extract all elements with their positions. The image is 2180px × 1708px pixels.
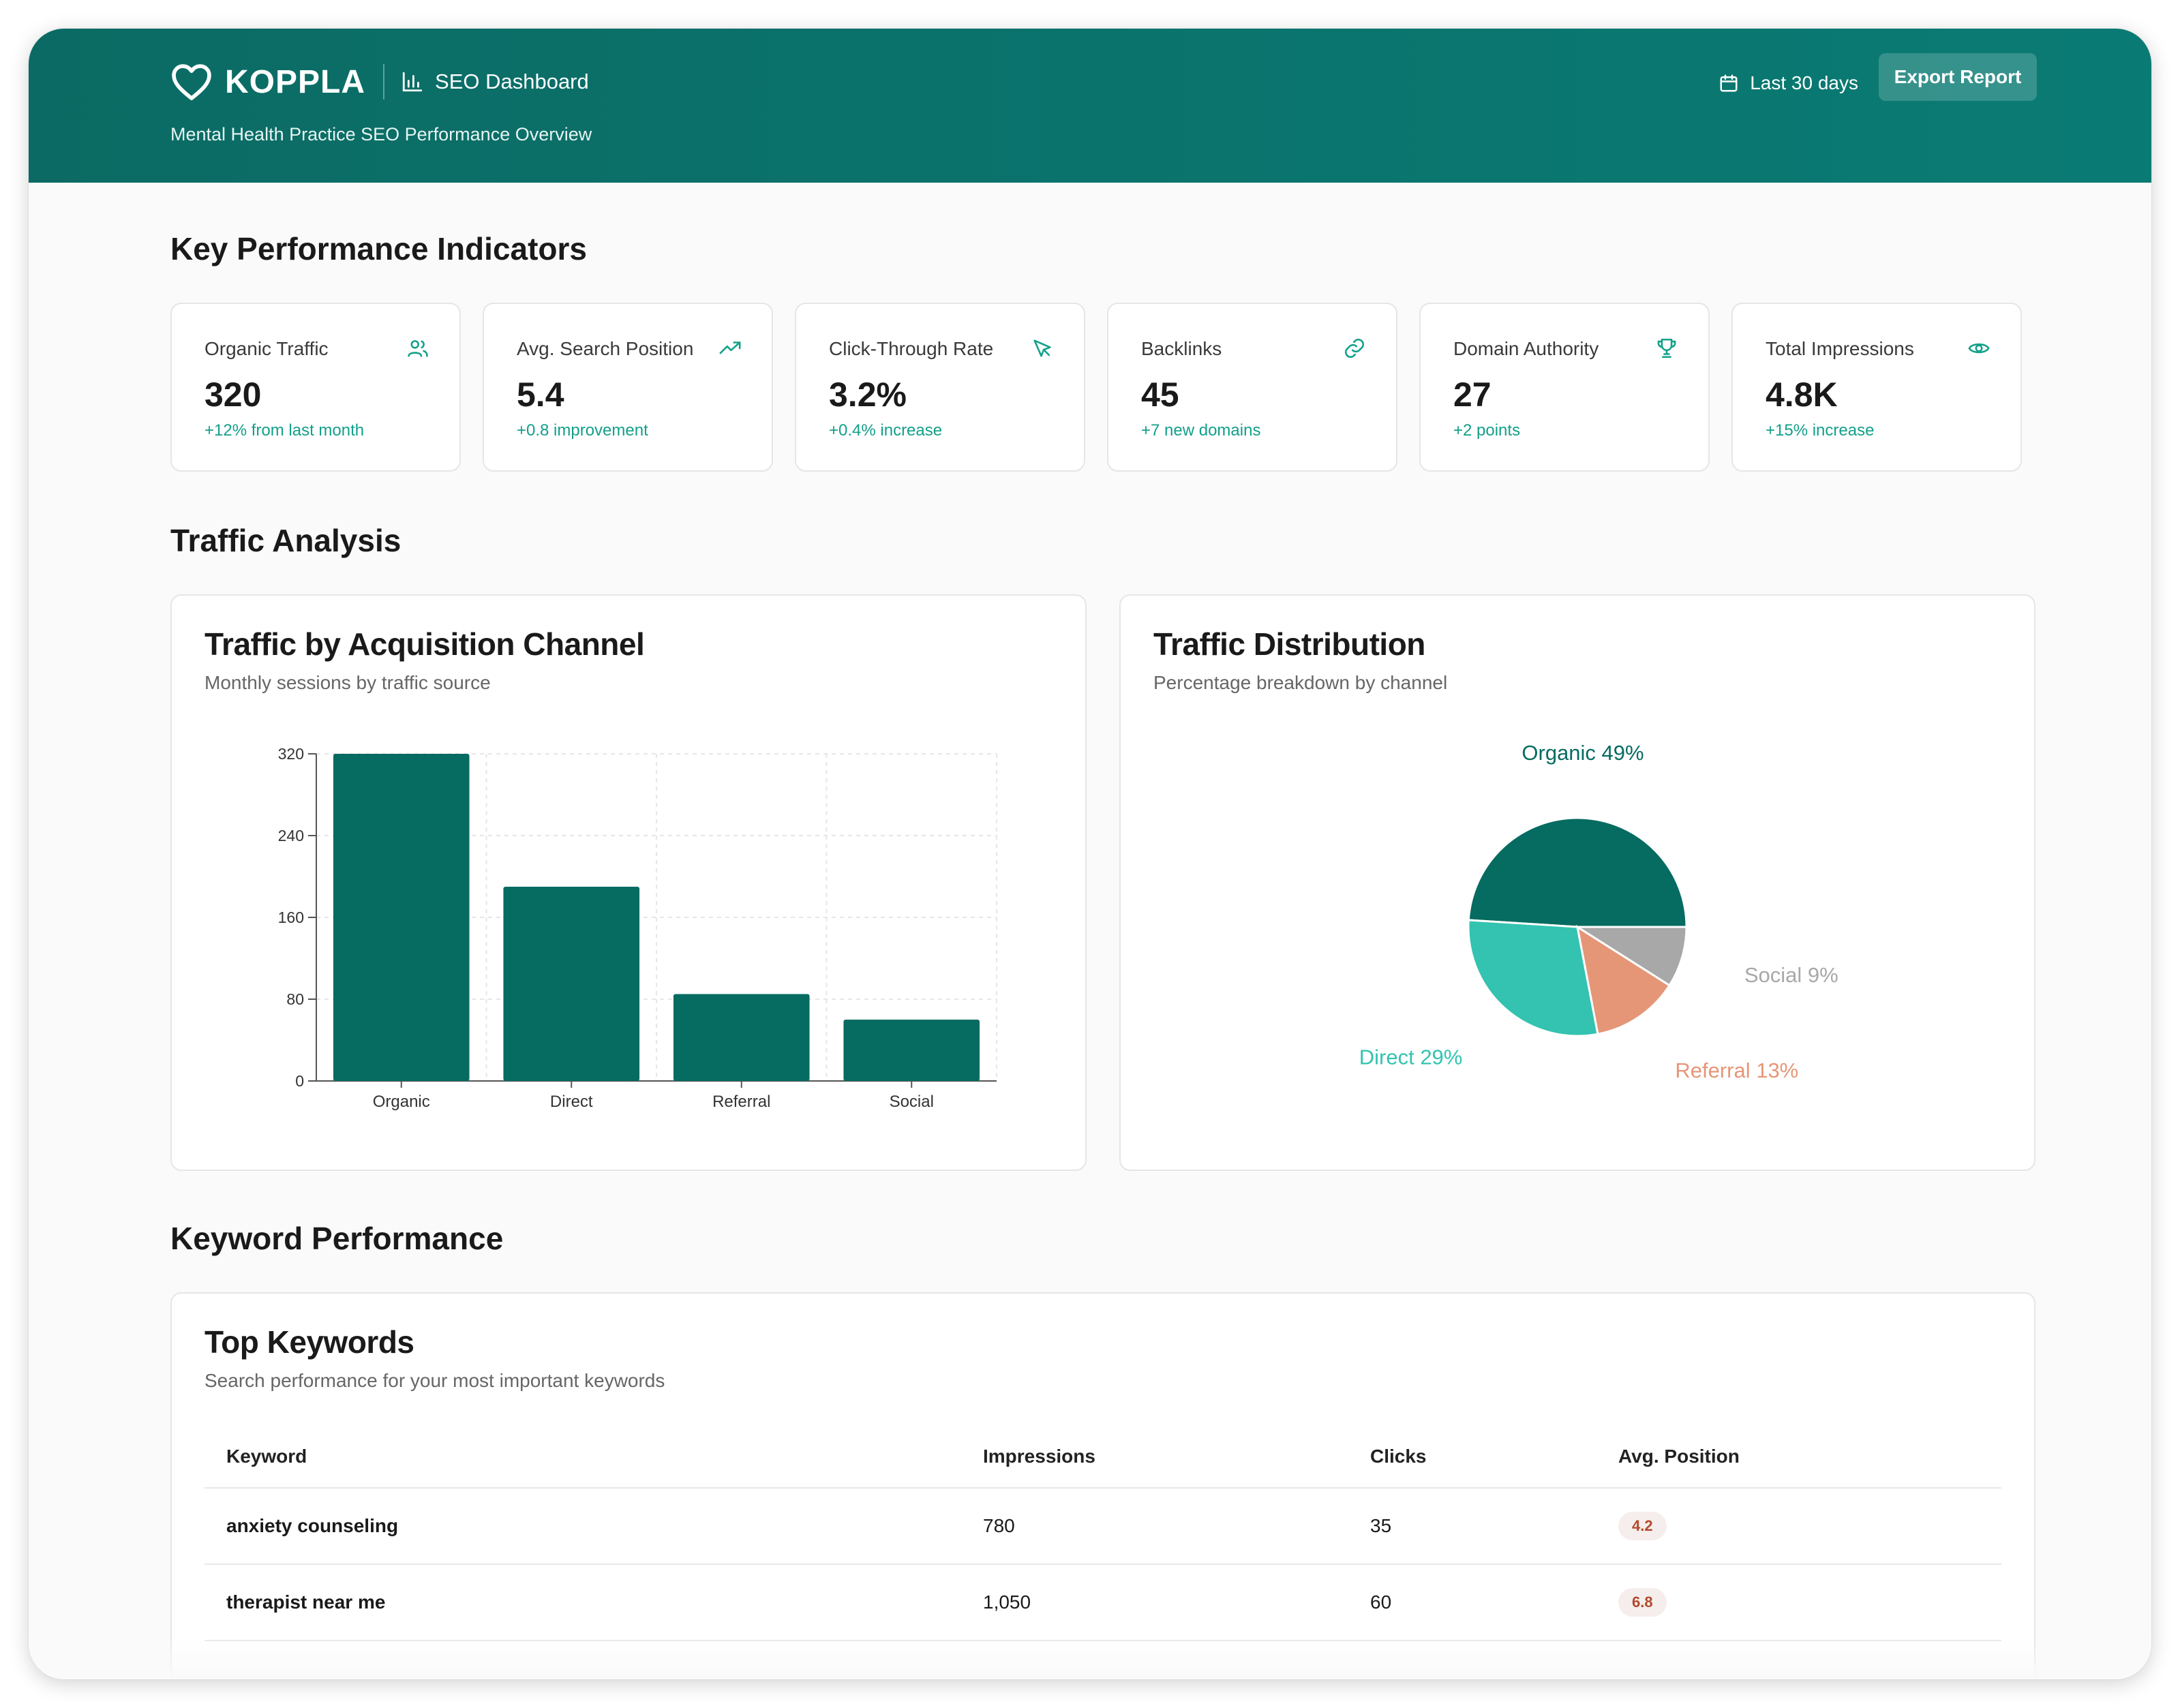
bar-organic bbox=[333, 754, 470, 1081]
bar-chart-card: Traffic by Acquisition Channel Monthly s… bbox=[170, 594, 1087, 1171]
pie-slice-organic bbox=[1467, 817, 1688, 928]
bar-direct bbox=[503, 887, 640, 1081]
bar-chart-title: Traffic by Acquisition Channel bbox=[205, 626, 645, 662]
trophy-icon bbox=[1657, 338, 1676, 359]
bar-referral bbox=[673, 994, 810, 1081]
kpi-value: 45 bbox=[1141, 376, 1179, 414]
kpi-change: +15% increase bbox=[1766, 421, 1875, 440]
dashboard-header: KOPPLA SEO Dashboard Mental Health Pract… bbox=[29, 29, 2151, 183]
bar-chart-icon bbox=[402, 72, 423, 92]
impressions-cell: 780 bbox=[983, 1515, 1015, 1536]
keyword-cell: anxiety counseling bbox=[226, 1515, 399, 1536]
y-tick-label: 0 bbox=[295, 1072, 304, 1090]
calendar-icon bbox=[1720, 74, 1738, 92]
scroll-fade bbox=[29, 1638, 2151, 1679]
clicks-cell: 35 bbox=[1370, 1515, 1392, 1536]
table-header-row: Keyword Impressions Clicks Avg. Position bbox=[205, 1426, 2001, 1489]
pie-label-social: Social 9% bbox=[1744, 963, 1838, 987]
date-range-selector[interactable]: Last 30 days bbox=[1719, 64, 1858, 102]
kpi-change: +0.4% increase bbox=[829, 421, 943, 440]
kpi-label: Domain Authority bbox=[1453, 338, 1599, 359]
impressions-cell: 1,050 bbox=[983, 1591, 1031, 1613]
kpi-label: Total Impressions bbox=[1766, 338, 1914, 359]
y-tick-label: 80 bbox=[286, 990, 304, 1008]
column-header-impressions[interactable]: Impressions bbox=[983, 1446, 1095, 1467]
link-icon bbox=[1344, 338, 1365, 359]
date-range-label: Last 30 days bbox=[1750, 72, 1858, 93]
table-row[interactable]: anxiety counseling 780 35 4.2 bbox=[205, 1489, 2001, 1565]
kpi-label: Backlinks bbox=[1141, 338, 1222, 359]
kpi-card-total-impressions[interactable]: Total Impressions 4.8K +15% increase bbox=[1731, 303, 2022, 472]
traffic-section-title: Traffic Analysis bbox=[170, 523, 402, 558]
kpi-label: Organic Traffic bbox=[205, 338, 329, 359]
export-report-button[interactable]: Export Report bbox=[1879, 53, 2037, 101]
kpi-label: Avg. Search Position bbox=[517, 338, 694, 359]
keywords-card-title: Top Keywords bbox=[205, 1324, 414, 1360]
bar-chart: 0 80 160 240 320 Organic Direct Referral Social bbox=[278, 745, 997, 1111]
pie-label-direct: Direct 29% bbox=[1359, 1045, 1463, 1069]
users-icon bbox=[408, 340, 428, 357]
pie-chart: Organic 49% Direct 29% Referral 13% Social … bbox=[1359, 741, 1838, 1082]
kpi-change: +2 points bbox=[1453, 421, 1521, 440]
pie-label-organic: Organic 49% bbox=[1522, 741, 1644, 765]
kpi-card-organic-traffic[interactable]: Organic Traffic 320 +12% from last month bbox=[170, 303, 461, 472]
y-tick-label: 160 bbox=[278, 909, 304, 926]
x-tick-label: Social bbox=[890, 1093, 934, 1111]
column-header-avg-position[interactable]: Avg. Position bbox=[1618, 1446, 1740, 1467]
kpi-card-click-through-rate[interactable]: Click-Through Rate 3.2% +0.4% increase bbox=[795, 303, 1085, 472]
kpi-section-title: Key Performance Indicators bbox=[170, 231, 588, 266]
clicks-cell: 60 bbox=[1370, 1591, 1392, 1613]
table-row[interactable]: therapist near me 1,050 60 6.8 bbox=[205, 1565, 2001, 1641]
header-subtitle: Mental Health Practice SEO Performance O… bbox=[170, 124, 592, 144]
y-tick-label: 320 bbox=[278, 745, 304, 763]
eye-icon bbox=[1968, 343, 1990, 354]
kpi-value: 27 bbox=[1453, 376, 1492, 414]
dashboard-label: SEO Dashboard bbox=[435, 70, 589, 93]
dashboard-window: KOPPLA SEO Dashboard Mental Health Pract… bbox=[29, 29, 2151, 1679]
trending-up-icon bbox=[719, 341, 741, 354]
kpi-value: 4.8K bbox=[1766, 376, 1838, 414]
x-tick-label: Referral bbox=[712, 1093, 770, 1111]
pie-chart-card: Traffic Distribution Percentage breakdow… bbox=[1119, 594, 2035, 1171]
x-tick-label: Direct bbox=[550, 1093, 593, 1111]
bar-chart-subtitle: Monthly sessions by traffic source bbox=[205, 672, 491, 693]
kpi-label: Click-Through Rate bbox=[829, 338, 994, 359]
x-tick-label: Organic bbox=[373, 1093, 430, 1111]
bar-social bbox=[843, 1020, 980, 1081]
pie-label-referral: Referral 13% bbox=[1675, 1058, 1798, 1082]
position-cell: 6.8 bbox=[1618, 1565, 1667, 1640]
kpi-change: +7 new domains bbox=[1141, 421, 1261, 440]
pie-slice-referral bbox=[1575, 924, 1671, 1035]
pie-slice-social bbox=[1573, 926, 1688, 987]
kpi-card-avg-search-position[interactable]: Avg. Search Position 5.4 +0.8 improvemen… bbox=[483, 303, 773, 472]
column-header-keyword[interactable]: Keyword bbox=[226, 1446, 307, 1467]
position-badge: 4.2 bbox=[1618, 1512, 1667, 1540]
pie-chart-subtitle: Percentage breakdown by channel bbox=[1153, 672, 1448, 693]
cursor-icon bbox=[1033, 339, 1051, 357]
pie-chart-title: Traffic Distribution bbox=[1153, 626, 1425, 662]
kpi-value: 3.2% bbox=[829, 376, 907, 414]
pie-slice-direct bbox=[1467, 919, 1599, 1037]
column-header-clicks[interactable]: Clicks bbox=[1370, 1446, 1427, 1467]
kpi-value: 5.4 bbox=[517, 376, 564, 414]
keywords-table: Keyword Impressions Clicks Avg. Position… bbox=[205, 1426, 2001, 1641]
top-keywords-card: Top Keywords Search performance for your… bbox=[170, 1292, 2035, 1679]
keywords-card-subtitle: Search performance for your most importa… bbox=[205, 1370, 665, 1391]
kpi-card-backlinks[interactable]: Backlinks 45 +7 new domains bbox=[1107, 303, 1397, 472]
position-cell: 4.2 bbox=[1618, 1489, 1667, 1564]
brand-name: KOPPLA bbox=[225, 63, 366, 100]
position-badge: 6.8 bbox=[1618, 1588, 1667, 1617]
kpi-change: +0.8 improvement bbox=[517, 421, 648, 440]
keyword-cell: therapist near me bbox=[226, 1591, 386, 1613]
y-tick-label: 240 bbox=[278, 827, 304, 844]
kpi-value: 320 bbox=[205, 376, 262, 414]
heart-logo-icon bbox=[172, 64, 211, 100]
keywords-section-title: Keyword Performance bbox=[170, 1221, 504, 1256]
kpi-card-domain-authority[interactable]: Domain Authority 27 +2 points bbox=[1419, 303, 1710, 472]
header-divider bbox=[383, 64, 385, 100]
kpi-change: +12% from last month bbox=[205, 421, 365, 440]
brand[interactable]: KOPPLA SEO Dashboard bbox=[170, 55, 589, 109]
